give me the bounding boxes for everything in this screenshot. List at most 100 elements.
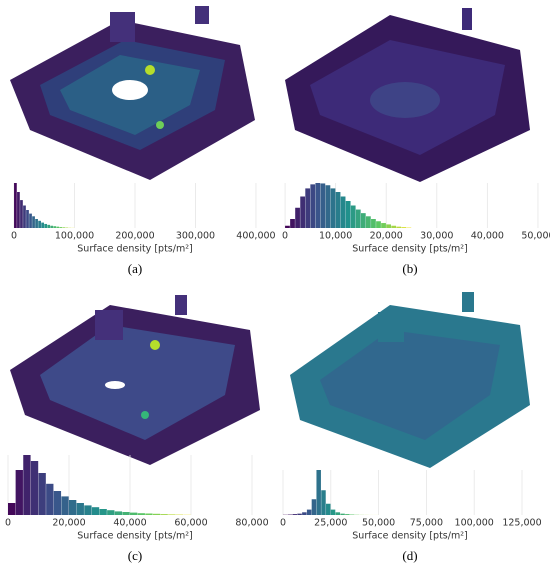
histogram-bar — [30, 461, 39, 515]
histogram-bar — [99, 509, 107, 515]
panel-caption: (a) — [128, 261, 142, 276]
histogram-bar — [311, 499, 317, 515]
histogram-bar — [59, 227, 63, 228]
histogram-bar — [145, 513, 153, 515]
histogram-bar — [53, 491, 62, 515]
histogram-bar — [401, 227, 407, 228]
histogram-bar — [292, 514, 298, 515]
histogram-bar — [376, 221, 381, 228]
x-tick-label: 25,000 — [314, 518, 347, 529]
histogram-bar — [56, 226, 60, 228]
x-tick-label: 50,000 — [362, 518, 395, 529]
x-tick-label: 125,000 — [502, 518, 541, 529]
histogram-bar — [316, 470, 321, 515]
histogram-bar — [152, 513, 161, 515]
histogram-bar — [371, 219, 376, 228]
histogram-bar — [35, 219, 38, 228]
histogram-bar — [20, 200, 23, 228]
histogram-bar — [14, 183, 17, 228]
x-tick-label: 300,000 — [176, 231, 215, 242]
x-axis-label: Surface density [pts/m²] — [352, 244, 467, 255]
x-tick-label: 400,000 — [236, 231, 275, 242]
histogram-bar — [391, 225, 397, 228]
histogram-bar — [297, 513, 302, 515]
histogram-bar — [340, 513, 345, 515]
histogram-bar — [330, 509, 336, 515]
x-tick-label: 30,000 — [420, 231, 453, 242]
x-tick-label: 100,000 — [55, 231, 94, 242]
histogram-bar — [360, 213, 366, 228]
histogram-bar — [321, 490, 326, 515]
histogram-bar — [8, 503, 16, 515]
histogram-bar — [26, 210, 29, 228]
x-tick-label: 100,000 — [455, 518, 494, 529]
histogram-bar — [315, 183, 321, 228]
histogram-bar — [326, 503, 331, 515]
x-axis-label: Surface density [pts/m²] — [77, 531, 192, 542]
histogram-bar — [396, 226, 402, 228]
histogram-bar — [53, 226, 57, 228]
histogram-bar — [302, 512, 307, 515]
x-tick-label: 50,000 — [521, 231, 550, 242]
histogram-bar — [295, 207, 300, 228]
histogram-bar — [41, 222, 44, 228]
histogram-bar — [345, 201, 351, 228]
panel-caption: (b) — [402, 261, 417, 276]
histogram-bar — [355, 209, 361, 228]
x-tick-label: 0 — [11, 231, 17, 242]
histogram-bar — [290, 219, 295, 228]
histogram-bar — [44, 223, 48, 228]
histogram-bar — [137, 513, 145, 515]
histogram-bar — [32, 216, 35, 228]
histogram-bar — [61, 496, 69, 515]
point-cloud-b — [285, 8, 530, 182]
x-tick-label: 60,000 — [174, 518, 207, 529]
histogram-bar — [340, 196, 346, 228]
histogram-bar — [29, 213, 32, 228]
histogram-bar — [47, 224, 51, 228]
x-tick-label: 20,000 — [52, 518, 85, 529]
histogram-bar — [310, 184, 316, 228]
histogram-bar — [381, 223, 386, 228]
panel-caption: (d) — [402, 548, 417, 563]
point-cloud-a — [10, 6, 255, 180]
histogram-bar — [15, 470, 23, 515]
histogram-bar — [365, 216, 371, 228]
x-tick-label: 80,000 — [235, 518, 268, 529]
histogram-bar — [69, 500, 77, 515]
histogram-bar — [114, 511, 123, 515]
histogram-bar — [285, 225, 290, 228]
x-axis-label: Surface density [pts/m²] — [352, 531, 467, 542]
histogram-bar — [50, 225, 54, 228]
histogram-bar — [130, 512, 138, 515]
x-tick-label: 0 — [282, 231, 288, 242]
histogram-bar — [62, 227, 66, 228]
histogram-bar — [325, 185, 331, 228]
histogram-bar — [23, 205, 26, 228]
point-cloud-d — [290, 292, 530, 468]
histogram-bar — [122, 512, 130, 515]
histogram-bar — [168, 514, 176, 515]
histograms: 0 100,000 200,000 300,000 400,000 Surface den… — [5, 183, 550, 563]
x-tick-label: 0 — [5, 518, 11, 529]
x-tick-label: 20,000 — [370, 231, 403, 242]
histogram-bar — [23, 455, 31, 515]
histogram-bar — [305, 188, 311, 228]
histogram-bar — [46, 483, 54, 515]
x-tick-label: 40,000 — [113, 518, 146, 529]
x-tick-label: 10,000 — [319, 231, 352, 242]
histogram-bar — [345, 514, 350, 515]
histogram-bar — [84, 505, 92, 515]
x-tick-label: 40,000 — [471, 231, 504, 242]
x-tick-label: 200,000 — [115, 231, 154, 242]
panel-caption: (c) — [128, 548, 142, 563]
histogram-bar — [38, 473, 46, 515]
histogram-bar — [335, 192, 341, 228]
x-tick-label: 75,000 — [410, 518, 443, 529]
histogram-bar — [300, 196, 306, 228]
point-cloud-c — [10, 295, 260, 465]
histogram-bar — [320, 183, 326, 228]
histogram-bar — [386, 224, 391, 228]
histogram-bar — [107, 510, 115, 515]
